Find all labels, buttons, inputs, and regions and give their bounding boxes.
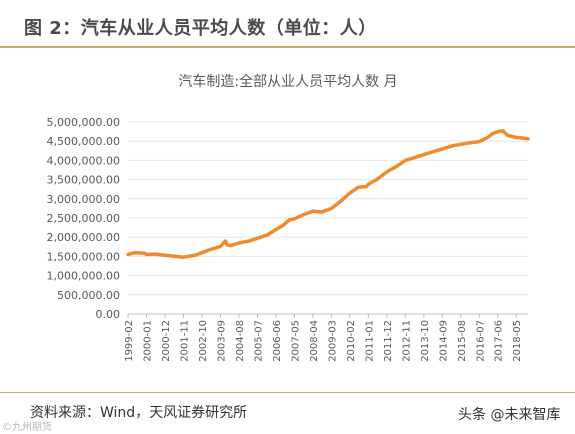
x-tick-label: 2000-01 [142, 320, 153, 362]
figure-title: 图 2：汽车从业人员平均人数（单位：人） [24, 18, 377, 39]
watermark-left: ©九州期货 [2, 422, 52, 433]
x-tick-label: 2011-12 [383, 320, 394, 362]
source-note: 资料来源：Wind，天风证券研究所 [30, 405, 248, 421]
series-line [126, 129, 530, 259]
y-tick-label: 0.00 [96, 308, 121, 321]
x-tick-label: 2015-08 [457, 320, 468, 362]
x-tick-label: 2006-06 [272, 320, 283, 362]
header-divider [0, 46, 575, 48]
x-tick-label: 2007-05 [290, 320, 301, 362]
x-tick-label: 2008-04 [309, 320, 320, 362]
y-tick-label: 5,000,000.00 [47, 116, 120, 129]
y-tick-label: 4,000,000.00 [47, 154, 120, 167]
y-tick-label: 3,500,000.00 [47, 174, 120, 187]
x-tick-label: 2016-07 [475, 320, 486, 362]
x-tick-label: 2013-10 [420, 320, 431, 362]
x-tick-label: 2014-09 [438, 320, 449, 362]
chart-title: 汽车制造:全部从业人员平均人数 月 [178, 73, 397, 90]
x-tick-label: 2000-12 [161, 320, 172, 362]
x-tick-label: 2017-06 [494, 320, 505, 362]
y-tick-label: 2,000,000.00 [47, 231, 120, 244]
line-chart: 汽车制造:全部从业人员平均人数 月 0.00 500,000.00 1,000,000… [47, 73, 530, 362]
x-tick-label: 2012-11 [401, 320, 412, 362]
watermark-right: 头条 @未来智库 [458, 407, 561, 423]
x-tick-label: 2002-10 [198, 320, 209, 362]
y-tick-label: 3,000,000.00 [47, 193, 120, 206]
y-tick-label: 2,500,000.00 [47, 212, 120, 225]
y-tick-label: 1,500,000.00 [47, 250, 120, 263]
y-tick-label: 500,000.00 [57, 289, 120, 302]
figure-header: 图 2：汽车从业人员平均人数（单位：人） [0, 0, 575, 44]
y-tick-label: 1,000,000.00 [47, 270, 120, 283]
x-tick-label: 2010-02 [346, 320, 357, 362]
x-tick-label: 2005-07 [253, 320, 264, 362]
footer-divider [0, 392, 575, 393]
x-tick-label: 2009-03 [327, 320, 338, 362]
y-tick-label: 4,500,000.00 [47, 135, 120, 148]
x-tick-label: 2001-11 [179, 320, 190, 362]
x-tick-label: 2018-05 [512, 320, 523, 362]
x-tick-label: 1999-02 [124, 320, 135, 362]
x-tick-label: 2004-08 [235, 320, 246, 362]
x-tick-label: 2003-09 [216, 320, 227, 362]
x-tick-label: 2011-01 [364, 320, 375, 362]
